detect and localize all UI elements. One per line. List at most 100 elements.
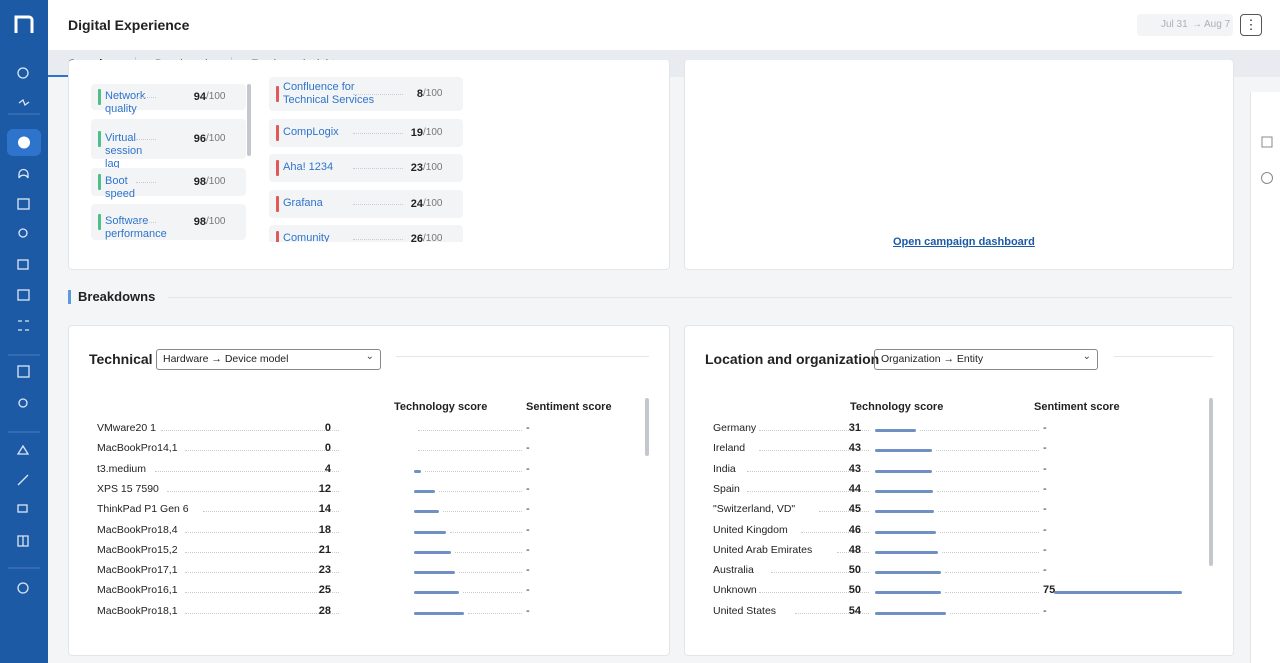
sentiment-bar [1054,591,1182,595]
leader [439,490,522,492]
nav-icon[interactable] [17,198,30,210]
score-item: Boot speed 98/100 [91,168,246,200]
tech-score: 12 [318,482,331,495]
nav-icon[interactable] [17,582,29,594]
item-name[interactable]: Boot speed [105,175,135,200]
dropdown[interactable]: Hardware → Device model ⌄ [156,349,381,370]
dropdown[interactable]: Organization → Entity ⌄ [874,349,1098,370]
leader [185,592,339,594]
column-header[interactable]: Sentiment score [526,401,612,413]
row-name: XPS 15 7590 [97,482,159,495]
dropdown-caret: ⌄ [1082,351,1091,362]
sentiment-score: - [1043,422,1047,434]
item-score: 98 [193,176,206,188]
nav-icon[interactable] [17,67,29,79]
campaign-link[interactable]: Open campaign dashboard [893,236,1035,248]
nav-icon[interactable] [17,289,30,301]
nav-icon[interactable] [17,365,30,378]
leader [462,592,522,594]
tech-score: 54 [848,604,861,617]
row-name: Unknown [713,584,757,597]
item-name[interactable]: CompLogix [283,126,339,138]
tech-bar [875,489,934,493]
nav-icon[interactable] [17,535,29,547]
leader [795,612,869,614]
scores-card: Network quality 94/100 Virtual session lag… [68,60,670,270]
column-header[interactable]: Technology score [394,401,488,413]
row-name: MacBookPro17,1 [97,564,178,577]
tech-score: 14 [318,503,331,516]
rail-icons [1261,136,1273,184]
item-name[interactable]: Grafana [283,197,323,209]
leader [353,133,403,134]
leader [939,531,1039,533]
tech-score: 50 [848,584,861,597]
item-score: 26 [410,233,423,242]
sentiment-score: - [1043,482,1047,495]
sentiment-score: - [1043,442,1047,455]
status-bar [276,231,279,242]
leader [161,430,339,431]
rail-icon[interactable] [1261,136,1273,148]
nav-icon[interactable] [18,398,28,408]
sentiment-score: - [526,503,530,516]
row-name: MacBookPro18,1 [97,604,178,617]
header-rule [396,356,649,357]
score-item: Virtual session lag 96/100 [91,119,246,170]
scrollbar [645,398,649,456]
tech-bar [414,571,455,575]
item-score: 19 [410,127,423,139]
leader [425,470,522,472]
item-name[interactable]: Comunity [283,232,330,242]
tech-score: 45 [848,503,861,516]
nav-icon[interactable] [17,259,29,270]
column-header[interactable]: Technology score [850,401,944,413]
leader [945,572,1039,574]
item-score: 96 [193,133,206,145]
tech-bar [414,469,422,473]
score-item: Aha! 1234 23/100 [269,154,463,182]
leader [771,572,869,574]
item-name[interactable]: Aha! 1234 [283,161,334,173]
leader [203,511,339,513]
status-bar [98,131,101,147]
row-name: t3.medium [97,462,147,475]
leader [747,490,869,492]
item-name[interactable]: Software performance [105,215,167,240]
leader [935,470,1039,472]
item-suffix: /100 [206,176,226,187]
leader [136,222,156,223]
item-suffix: /100 [423,198,443,209]
item-name[interactable]: Confluence for Technical Services [283,81,375,106]
nav-icon[interactable] [18,168,29,179]
menu-button[interactable]: ⋮ [1240,14,1262,36]
item-name[interactable]: Virtual session lag [105,132,143,170]
date-picker[interactable]: Jul 31 → Aug 7 [1137,14,1233,36]
nav-icon[interactable] [18,136,30,149]
row-name: MacBookPro14,1 [97,442,178,455]
nav-icon[interactable] [18,228,28,238]
sentiment-score: - [526,482,530,495]
scrollbar [247,84,251,156]
status-bar [276,125,279,141]
tech-bar [414,550,452,554]
tech-bar [414,530,447,534]
item-suffix: /100 [206,133,226,144]
rail-icon[interactable] [1261,172,1273,184]
item-name[interactable]: Network quality [105,90,146,115]
column-header[interactable]: Sentiment score [1034,401,1120,413]
scrollbar [1209,398,1213,566]
nav-icon[interactable] [18,320,29,331]
panel-title: Technical [89,351,153,367]
leader [759,450,869,452]
nav-icon[interactable] [17,474,29,486]
item-suffix: /100 [423,127,443,138]
nav-icon[interactable] [18,98,30,107]
sidebar-icons [7,15,41,594]
nav-icon[interactable] [17,504,28,513]
score-item: Grafana 24/100 [269,190,463,218]
leader [935,450,1039,452]
date-to: Aug 7 [1204,19,1231,30]
nav-icon[interactable] [16,444,30,455]
status-bar [276,196,279,212]
